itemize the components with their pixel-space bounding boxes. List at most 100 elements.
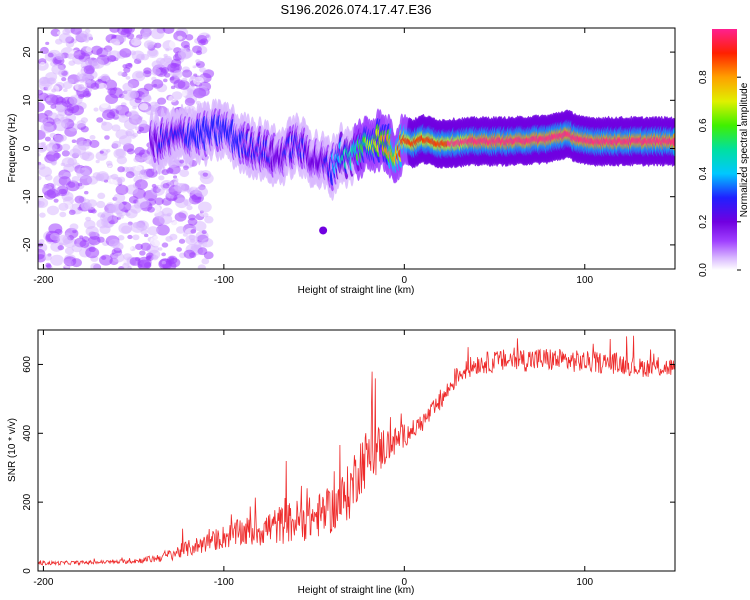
spectrogram-noise-blob: [78, 94, 85, 100]
spectrogram-noise-blob: [145, 106, 157, 116]
snr-xtick-label: 0: [402, 577, 408, 588]
snr-xtick-label: -200: [33, 577, 53, 588]
spectrogram-noise-blob: [98, 82, 108, 91]
spectrogram-xlabel: Height of straight line (km): [298, 285, 415, 296]
spectrogram-noise-blob: [78, 72, 92, 84]
spectrogram-noise-blob: [70, 28, 82, 35]
snr-frame: [37, 329, 676, 572]
spectrogram-noise-blob: [119, 48, 132, 58]
spectrogram-noise-blob: [81, 167, 86, 171]
spectrogram-noise-blob: [61, 143, 71, 151]
spectrogram-noise-blob: [48, 223, 63, 235]
spectrogram-noise-blob: [175, 197, 189, 209]
spectrogram-noise-blob: [40, 61, 46, 66]
spectrogram-noise-blob: [74, 195, 85, 204]
spectrogram-noise-blob: [93, 107, 99, 112]
spectrogram-noise-blob: [71, 175, 80, 183]
spectrogram-noise-blob: [50, 254, 64, 266]
spectrogram-noise-blob: [38, 176, 42, 181]
spectrogram-xtick-label: 0: [402, 275, 408, 286]
spectrogram-noise-blob: [125, 62, 133, 69]
spectrogram-noise-blob: [193, 73, 198, 77]
spectrogram-noise-blob: [158, 213, 173, 225]
spectrogram-noise-blob: [122, 262, 130, 269]
spectrogram-noise-blob: [150, 28, 165, 40]
spectrogram-noise-blob: [177, 80, 190, 90]
spectrogram-noise-blob: [100, 121, 113, 132]
spectrogram-noise-blob: [58, 202, 69, 211]
spectrogram-noise-blob: [151, 183, 157, 188]
spectrogram-noise-blob: [143, 28, 152, 34]
spectrogram-noise-blob: [141, 224, 148, 230]
spectrogram-noise-blob: [115, 105, 122, 111]
spectrogram-noise-blob: [79, 240, 90, 249]
spectrogram-noise-blob: [91, 58, 105, 69]
spectrogram-noise-blob: [133, 156, 141, 163]
spectrogram-noise-blob: [90, 82, 100, 90]
spectrogram-noise-blob: [109, 28, 120, 33]
spectrogram-noise-blob: [45, 150, 60, 162]
spectrogram-noise-blob: [134, 179, 148, 190]
spectrogram-noise-blob: [161, 67, 170, 74]
spectrogram-noise-blob: [59, 211, 67, 218]
spectrogram-noise-blob: [162, 28, 175, 34]
spectrogram-noise-blob: [170, 63, 177, 69]
snr-ylabel: SNR (10 * v/v): [7, 418, 18, 482]
spectrogram-ytick-label: 10: [22, 94, 33, 106]
spectrogram-noise-blob: [181, 77, 188, 82]
spectrogram-noise-blob: [180, 40, 190, 49]
spectrogram-noise-blob: [161, 242, 169, 248]
spectrogram-ytick-label: -10: [22, 189, 33, 204]
spectrogram-noise-blob: [45, 142, 58, 153]
spectrogram-noise-blob: [47, 52, 54, 58]
spectrogram-noise-blob: [161, 169, 169, 176]
spectrogram-noise-blob: [197, 201, 212, 213]
colorbar-tick-label: 0.6: [698, 118, 709, 132]
figure-title: S196.2026.074.17.47.E36: [280, 2, 431, 17]
spectrogram-noise-blob: [131, 70, 146, 82]
spectrogram-noise-blob: [139, 250, 146, 256]
spectrogram-noise-blob: [104, 135, 110, 140]
spectrogram-noise-blob: [125, 75, 131, 80]
spectrogram-noise-blob: [156, 224, 170, 236]
spectrogram-noise-blob: [202, 69, 215, 79]
spectrogram-noise-blob: [76, 120, 86, 128]
spectrogram-noise-blob: [151, 79, 164, 89]
spectrogram-noise-blob: [38, 163, 46, 170]
spectrogram-noise-blob: [183, 165, 189, 171]
spectrogram-noise-blob: [193, 87, 207, 99]
spectrogram-noise-blob: [67, 157, 78, 166]
spectrogram-noise-blob: [85, 216, 92, 222]
spectrogram-ylabel: Frequency (Hz): [7, 114, 18, 183]
spectrogram-noise-blob: [189, 178, 202, 188]
spectrogram-noise-blob: [162, 182, 170, 189]
spectrogram-noise-blob: [116, 155, 128, 165]
spectrogram-noise-blob: [139, 158, 144, 162]
colorbar: 0.0 0.2 0.4 0.6 0.8 Normalized spectral ampl…: [698, 29, 750, 277]
snr-background: [38, 330, 675, 571]
spectrogram-noise-blob: [168, 256, 175, 261]
spectrogram-blob: [319, 226, 328, 235]
spectrogram-noise-blob: [116, 178, 123, 183]
spectrogram-noise-blob: [38, 248, 46, 260]
spectrogram-noise-blob: [46, 205, 60, 216]
spectrogram-noise-blob: [96, 200, 106, 209]
spectrogram-noise-blob: [179, 169, 190, 178]
spectrogram-noise-blob: [163, 78, 168, 83]
spectrogram-noise-blob: [202, 172, 208, 177]
spectrogram-noise-blob: [57, 245, 65, 251]
spectrogram-noise-blob: [178, 48, 192, 60]
spectrogram-noise-blob: [95, 159, 100, 164]
snr-ytick-label: 0: [22, 568, 33, 574]
spectrogram-noise-blob: [113, 201, 124, 211]
spectrogram-noise-blob: [199, 67, 207, 73]
spectrogram-ytick-label: 0: [22, 145, 33, 151]
spectrogram-noise-blob: [137, 256, 152, 268]
spectrogram-noise-blob: [45, 41, 50, 46]
spectrogram-noise-blob: [185, 34, 194, 41]
spectrogram-noise-blob: [127, 234, 133, 240]
spectrogram-xtick-label: -100: [214, 275, 234, 286]
spectrogram-noise-blob: [190, 75, 196, 80]
spectrogram-noise-blob: [72, 229, 77, 234]
